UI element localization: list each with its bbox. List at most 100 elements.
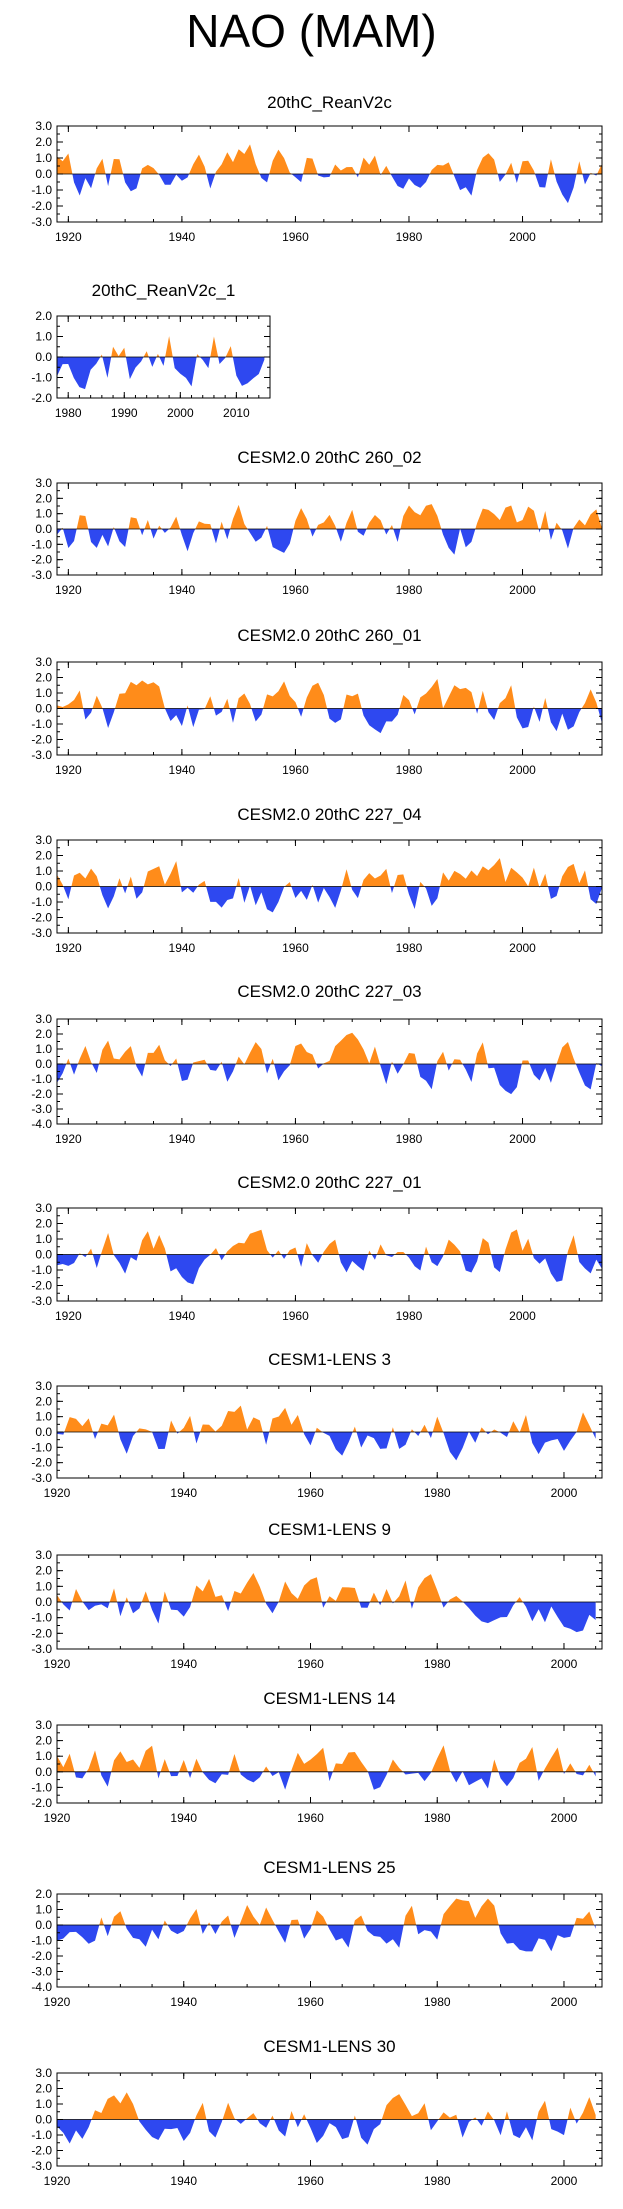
x-tick-label: 2000 [551, 1657, 578, 1671]
x-tick-label: 1920 [44, 1995, 71, 2009]
x-tick-label: 1960 [297, 1811, 324, 1825]
panel-title: CESM2.0 20thC 260_02 [237, 448, 421, 467]
panel-7: CESM2.0 20thC 227_01 3.0 2.01.0 0.0-1.0 -2.0… [31, 1173, 603, 1323]
x-tick-label: 1960 [282, 1132, 309, 1146]
y-tick-label: -3.0 [31, 568, 52, 582]
positive-area [57, 858, 589, 887]
positive-area [57, 144, 602, 174]
y-tick-label: 0.0 [35, 1765, 52, 1779]
negative-area [74, 1771, 596, 1790]
x-tick-label: 1940 [170, 1657, 197, 1671]
y-tick-label: 1.0 [35, 864, 52, 878]
x-tick-label: 2000 [551, 1995, 578, 2009]
positive-area [61, 504, 602, 529]
negative-area [57, 2119, 580, 2145]
positive-area [64, 1405, 593, 1432]
positive-area [78, 1229, 578, 1255]
positive-area [57, 1573, 523, 1602]
y-tick-label: 2.0 [35, 1734, 52, 1748]
x-tick-label: 1960 [282, 941, 309, 955]
x-tick-label: 1960 [297, 1657, 324, 1671]
negative-area [63, 886, 602, 913]
x-tick-label: 1960 [282, 1309, 309, 1323]
panel-8: CESM1-LENS 3 3.02.0 1.00.0-1.0 -2.0-3.01920… [31, 1350, 603, 1500]
y-tick-label: -2.0 [31, 1087, 52, 1101]
x-tick-label: 1980 [396, 763, 423, 777]
y-tick-label: -1.0 [31, 2128, 52, 2142]
x-tick-label: 2000 [551, 1486, 578, 1500]
y-tick-label: -3.0 [31, 748, 52, 762]
y-tick-label: 0.0 [35, 522, 52, 536]
y-tick-label: 1.0 [35, 2097, 52, 2111]
y-tick-label: -2.0 [31, 199, 52, 213]
y-tick-label: 0.0 [35, 1248, 52, 1262]
y-tick-label: 3.0 [35, 1548, 52, 1562]
figure-title: NAO (MAM) [186, 5, 437, 57]
x-tick-label: 1940 [169, 763, 196, 777]
x-tick-label: 1940 [170, 2174, 197, 2188]
negative-area [57, 1254, 602, 1285]
panel-title: CESM2.0 20thC 227_04 [237, 805, 421, 824]
x-tick-label: 2010 [223, 406, 250, 420]
y-tick-label: -1.0 [31, 1072, 52, 1086]
x-tick-label: 1940 [169, 941, 196, 955]
positive-area [91, 2092, 596, 2120]
y-tick-label: 1.0 [35, 151, 52, 165]
x-tick-label: 1960 [297, 1486, 324, 1500]
y-tick-label: 3.0 [35, 655, 52, 669]
y-tick-label: 3.0 [35, 833, 52, 847]
x-tick-label: 1940 [169, 230, 196, 244]
panel-title: CESM1-LENS 3 [268, 1350, 391, 1369]
x-tick-label: 1990 [111, 406, 138, 420]
x-tick-label: 1960 [297, 1995, 324, 2009]
y-tick-label: -2.0 [31, 553, 52, 567]
x-tick-label: 2000 [167, 406, 194, 420]
negative-area [83, 708, 602, 734]
panel-title: CESM1-LENS 14 [263, 1689, 395, 1708]
x-tick-label: 1960 [282, 230, 309, 244]
y-tick-label: 2.0 [35, 849, 52, 863]
y-tick-label: 3.0 [35, 2066, 52, 2080]
x-tick-label: 1920 [44, 1486, 71, 1500]
x-tick-label: 2000 [509, 941, 536, 955]
x-tick-label: 1980 [396, 230, 423, 244]
y-tick-label: 3.0 [35, 1201, 52, 1215]
y-tick-label: 2.0 [35, 309, 52, 323]
y-tick-label: -2.0 [31, 391, 52, 405]
y-tick-label: 1.0 [35, 1749, 52, 1763]
y-tick-label: 0.0 [35, 1595, 52, 1609]
y-tick-label: 1.0 [35, 1579, 52, 1593]
y-tick-label: -1.0 [31, 537, 52, 551]
y-tick-label: 2.0 [35, 1027, 52, 1041]
panel-title: 20thC_ReanV2c_1 [92, 281, 236, 300]
y-tick-label: -1.0 [31, 1934, 52, 1948]
y-tick-label: -3.0 [31, 926, 52, 940]
y-tick-label: 2.0 [35, 135, 52, 149]
y-tick-label: 0.0 [35, 1057, 52, 1071]
y-tick-label: -3.0 [31, 1102, 52, 1116]
y-tick-label: 2.0 [35, 1887, 52, 1901]
positive-area [57, 679, 598, 709]
x-tick-label: 1980 [424, 2174, 451, 2188]
x-tick-label: 1920 [44, 1811, 71, 1825]
y-tick-label: -1.0 [31, 1611, 52, 1625]
y-tick-label: -1.0 [31, 1440, 52, 1454]
y-tick-label: 2.0 [35, 671, 52, 685]
x-tick-label: 1980 [424, 1486, 451, 1500]
x-tick-label: 1960 [282, 763, 309, 777]
x-tick-label: 1920 [55, 230, 82, 244]
panel-title: CESM2.0 20thC 260_01 [237, 626, 421, 645]
x-tick-label: 2000 [509, 583, 536, 597]
y-tick-label: 0.0 [35, 702, 52, 716]
x-tick-label: 1980 [424, 1995, 451, 2009]
plot-frame [56, 1018, 603, 1125]
x-tick-label: 1920 [55, 1132, 82, 1146]
x-tick-label: 1940 [170, 1486, 197, 1500]
panel-9: CESM1-LENS 9 3.0 2.01.0 0.0 -1.0-2.0 -3.01920… [31, 1520, 603, 1671]
panel-title: CESM2.0 20thC 227_03 [237, 982, 421, 1001]
y-tick-label: 2.0 [35, 1217, 52, 1231]
y-tick-label: 0.0 [35, 2113, 52, 2127]
y-tick-label: 0.0 [35, 350, 52, 364]
